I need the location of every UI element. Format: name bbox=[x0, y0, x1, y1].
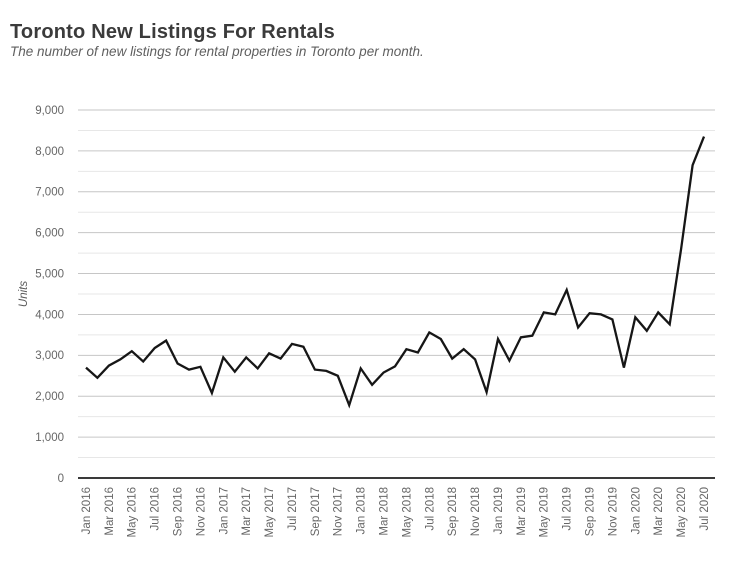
x-tick-label: Jan 2019 bbox=[493, 487, 505, 534]
x-tick-label: Mar 2016 bbox=[104, 487, 116, 536]
x-tick-label: Mar 2018 bbox=[378, 487, 390, 536]
x-tick-label: Jul 2016 bbox=[150, 487, 162, 530]
x-tick-label: May 2019 bbox=[539, 487, 551, 538]
y-tick-label: 5,000 bbox=[35, 268, 64, 280]
x-tick-label: Sep 2017 bbox=[310, 487, 322, 536]
y-tick-label: 6,000 bbox=[35, 228, 64, 240]
y-tick-label: 9,000 bbox=[35, 105, 64, 117]
x-tick-label: Jan 2020 bbox=[630, 487, 642, 534]
x-tick-label: Jan 2017 bbox=[218, 487, 230, 534]
x-tick-label: Nov 2017 bbox=[333, 487, 345, 536]
x-tick-label: Jan 2018 bbox=[356, 487, 368, 534]
x-tick-label: Sep 2016 bbox=[172, 487, 184, 536]
x-tick-label: Jul 2018 bbox=[424, 487, 436, 530]
x-tick-label: Jul 2017 bbox=[287, 487, 299, 530]
x-tick-label: May 2016 bbox=[127, 487, 139, 538]
x-tick-label: May 2020 bbox=[676, 487, 688, 538]
x-tick-label: Sep 2019 bbox=[584, 487, 596, 536]
y-tick-label: 7,000 bbox=[35, 187, 64, 199]
x-tick-label: Mar 2017 bbox=[241, 487, 253, 536]
x-tick-label: Mar 2020 bbox=[653, 487, 665, 536]
y-tick-label: 2,000 bbox=[35, 391, 64, 403]
line-chart-svg: 0 1,000 2,000 3,000 4,000 5,000 6,000 7,000 8,00… bbox=[18, 105, 715, 538]
x-tick-label: Nov 2018 bbox=[470, 487, 482, 536]
y-tick-label: 8,000 bbox=[35, 146, 64, 158]
page-subtitle: The number of new listings for rental pr… bbox=[10, 44, 424, 59]
x-tick-label: Mar 2019 bbox=[516, 487, 528, 536]
series-line-new-listings bbox=[85, 136, 706, 409]
line-chart: 0 1,000 2,000 3,000 4,000 5,000 6,000 7,000 8,00… bbox=[0, 95, 729, 563]
x-tick-label: Nov 2019 bbox=[607, 487, 619, 536]
y-axis-title: Units bbox=[18, 281, 30, 307]
x-tick-label: Jul 2020 bbox=[699, 487, 711, 530]
y-tick-label: 0 bbox=[58, 473, 64, 485]
x-tick-label: May 2018 bbox=[401, 487, 413, 538]
y-tick-label: 3,000 bbox=[35, 350, 64, 362]
x-tick-label: Sep 2018 bbox=[447, 487, 459, 536]
y-tick-label: 1,000 bbox=[35, 432, 64, 444]
x-tick-label: Nov 2016 bbox=[195, 487, 207, 536]
y-tick-label: 4,000 bbox=[35, 309, 64, 321]
x-tick-label: May 2017 bbox=[264, 487, 276, 538]
page-title: Toronto New Listings For Rentals bbox=[10, 21, 335, 44]
x-tick-label: Jul 2019 bbox=[562, 487, 574, 530]
x-tick-label: Jan 2016 bbox=[81, 487, 93, 534]
